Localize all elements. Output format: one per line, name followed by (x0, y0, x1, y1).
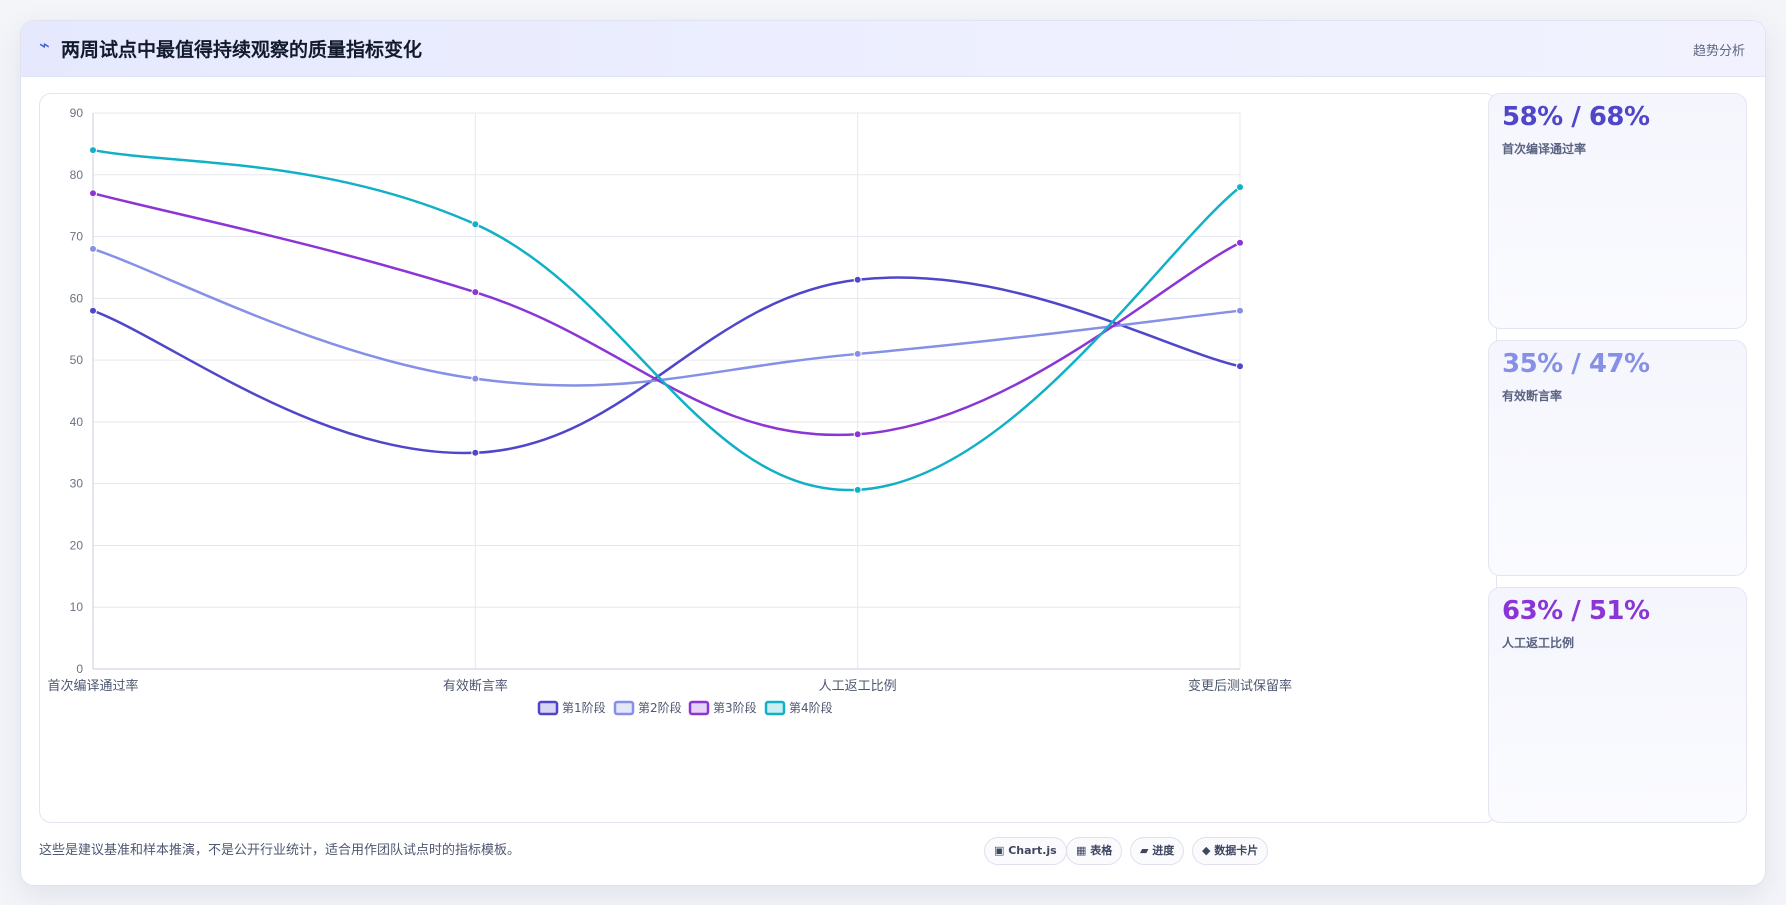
data-point (89, 146, 97, 155)
pill-table[interactable]: ▦ 表格 (1066, 837, 1123, 865)
y-tick-label: 80 (70, 168, 84, 182)
legend-swatch (537, 700, 559, 716)
page-title: 两周试点中最值得持续观察的质量指标变化 (61, 39, 423, 61)
y-tick-label: 20 (70, 538, 84, 552)
header-tag: 趋势分析 (1692, 44, 1745, 59)
pill-progress[interactable]: ▰ 进度 (1130, 837, 1185, 865)
kpi-value: 58% / 68% (1502, 102, 1650, 132)
data-point (89, 306, 97, 315)
x-tick-label: 首次编译通过率 (47, 678, 138, 694)
footnote: 这些是建议基准和样本推演，不是公开行业统计，适合用作团队试点时的指标模板。 (39, 843, 521, 858)
y-tick-label: 0 (76, 662, 83, 676)
pill-chartjs[interactable]: ▣ Chart.js (984, 837, 1067, 865)
legend-swatch (688, 700, 710, 716)
y-tick-label: 60 (70, 291, 84, 305)
legend-label: 第2阶段 (638, 700, 682, 715)
chart-panel: 0 10 20 30 40 50 60 70 80 90 首次编译通过率 有效断言率 人工返工比例 变更后… (39, 93, 1497, 823)
series-line-4 (91, 148, 1242, 492)
x-tick-label: 变更后测试保留率 (1188, 678, 1292, 694)
line-chart: 0 10 20 30 40 50 60 70 80 90 首次编译通过率 有效断言率 人工返工比例 变更后… (47, 106, 1292, 716)
data-point (853, 275, 862, 284)
data-point (471, 374, 480, 383)
data-point (1236, 183, 1244, 192)
kpi-label: 人工返工比例 (1502, 636, 1575, 650)
y-tick-label: 70 (70, 230, 84, 244)
kpi-card-compile: 58% / 68% 首次编译通过率 (1488, 93, 1747, 329)
y-tick-label: 10 (70, 600, 84, 614)
series-line-3 (91, 192, 1242, 437)
pill-data-card[interactable]: ◆ 数据卡片 (1192, 837, 1269, 865)
data-point (853, 430, 862, 439)
y-tick-label: 30 (70, 477, 84, 491)
kpi-card-assert: 35% / 47% 有效断言率 (1488, 340, 1747, 576)
kpi-value: 63% / 51% (1502, 596, 1650, 626)
data-point (1236, 306, 1244, 315)
card-header: ⌁ 两周试点中最值得持续观察的质量指标变化 趋势分析 (21, 21, 1765, 77)
legend-swatch (613, 700, 635, 716)
legend-label: 第1阶段 (562, 700, 606, 715)
legend-swatch (764, 700, 786, 716)
kpi-value: 35% / 47% (1502, 349, 1650, 379)
y-tick-label: 90 (70, 106, 84, 120)
kpi-card-rework: 63% / 51% 人工返工比例 (1488, 587, 1747, 823)
data-point (853, 485, 862, 494)
x-tick-label: 有效断言率 (443, 678, 508, 694)
data-point (89, 189, 97, 198)
dashboard-card: ⌁ 两周试点中最值得持续观察的质量指标变化 趋势分析 0 10 20 30 40 50 60… (20, 20, 1766, 886)
y-tick-label: 50 (70, 353, 84, 367)
data-point (471, 220, 480, 229)
x-tick-label: 人工返工比例 (819, 679, 897, 694)
kpi-label: 首次编译通过率 (1502, 142, 1587, 156)
data-point (471, 288, 480, 297)
series-line-2 (91, 247, 1242, 387)
data-point (1236, 362, 1244, 371)
legend-label: 第4阶段 (789, 700, 833, 715)
series-line-1 (91, 276, 1242, 455)
data-point (471, 448, 480, 457)
y-tick-label: 40 (70, 415, 84, 429)
legend-label: 第3阶段 (713, 700, 757, 715)
data-point (89, 244, 97, 253)
data-point (853, 349, 862, 358)
kpi-label: 有效断言率 (1502, 389, 1563, 403)
data-point (1236, 238, 1244, 247)
bolt-icon: ⌁ (39, 35, 50, 56)
